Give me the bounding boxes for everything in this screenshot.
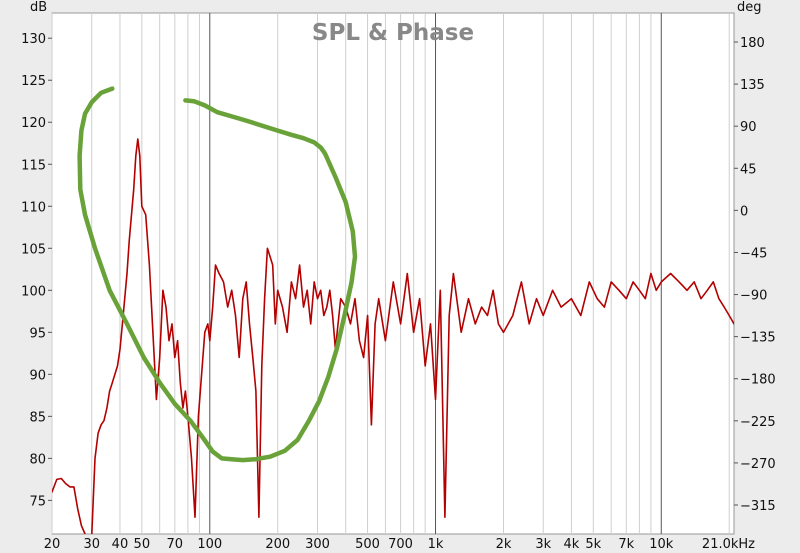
x-tick-label: 3k — [535, 537, 551, 552]
x-tick-label: 40 — [112, 537, 129, 552]
y-tick-label-right: 180 — [740, 36, 765, 51]
y-tick-label-left: 75 — [29, 494, 46, 509]
y-tick-label-right: 45 — [740, 162, 757, 177]
y-tick-labels-left: 75 80 85 90 95 100 105 110 115 120 125 130 — [21, 32, 52, 509]
y-tick-label-left: 110 — [21, 200, 46, 215]
x-tick-label: 100 — [197, 537, 222, 552]
left-unit-label: dB — [30, 0, 47, 15]
y-tick-label-left: 125 — [21, 74, 46, 89]
plot-area — [51, 12, 735, 535]
y-tick-label-left: 120 — [21, 116, 46, 131]
y-tick-label-left: 130 — [21, 32, 46, 47]
y-tick-label-left: 115 — [21, 158, 46, 173]
y-tick-label-right: −45 — [740, 246, 767, 261]
x-tick-label: 300 — [305, 537, 330, 552]
y-tick-label-right: −135 — [740, 331, 776, 346]
x-tick-label: 70 — [167, 537, 184, 552]
x-tick-label: 50 — [134, 537, 151, 552]
y-tick-label-left: 105 — [21, 242, 46, 257]
x-tick-label: 2k — [496, 537, 512, 552]
grid — [51, 13, 730, 534]
y-tick-label-right: 0 — [740, 204, 748, 219]
y-tick-label-right: −315 — [740, 499, 776, 514]
y-tick-label-left: 95 — [29, 326, 46, 341]
x-tick-label: 500 — [355, 537, 380, 552]
y-tick-label-left: 80 — [29, 452, 46, 467]
x-tick-label: 21.0kHz — [702, 537, 755, 552]
x-tick-label: 200 — [265, 537, 290, 552]
y-tick-label-right: 135 — [740, 78, 765, 93]
y-tick-label-right: −270 — [740, 457, 776, 472]
y-tick-label-right: −225 — [740, 415, 776, 430]
y-tick-label-left: 85 — [29, 410, 46, 425]
x-tick-label: 30 — [83, 537, 100, 552]
y-tick-label-left: 90 — [29, 368, 46, 383]
y-tick-label-left: 100 — [21, 284, 46, 299]
series-layer — [52, 86, 734, 534]
chart-title: SPL & Phase — [312, 20, 474, 46]
y-tick-labels-right: −315 −270 −225 −180 −135 −90 −45 0 45 90 135 180 — [734, 36, 776, 514]
x-tick-labels: 20 30 40 50 70 100 200 300 500 700 1k 2k 3k 4k 5k 7k 10k… — [44, 537, 755, 552]
x-tick-label: 7k — [618, 537, 634, 552]
phase-curve — [77, 86, 358, 463]
right-unit-label: deg — [737, 0, 762, 15]
y-tick-label-right: −90 — [740, 289, 767, 304]
x-tick-label: 5k — [585, 537, 601, 552]
spl-curve — [52, 138, 734, 534]
x-tick-label: 1k — [428, 537, 444, 552]
x-tick-label: 700 — [388, 537, 413, 552]
x-tick-label: 4k — [564, 537, 580, 552]
x-tick-label: 10k — [649, 537, 674, 552]
y-tick-label-right: −180 — [740, 373, 776, 388]
y-tick-label-right: 90 — [740, 120, 757, 135]
x-tick-label: 20 — [44, 537, 61, 552]
